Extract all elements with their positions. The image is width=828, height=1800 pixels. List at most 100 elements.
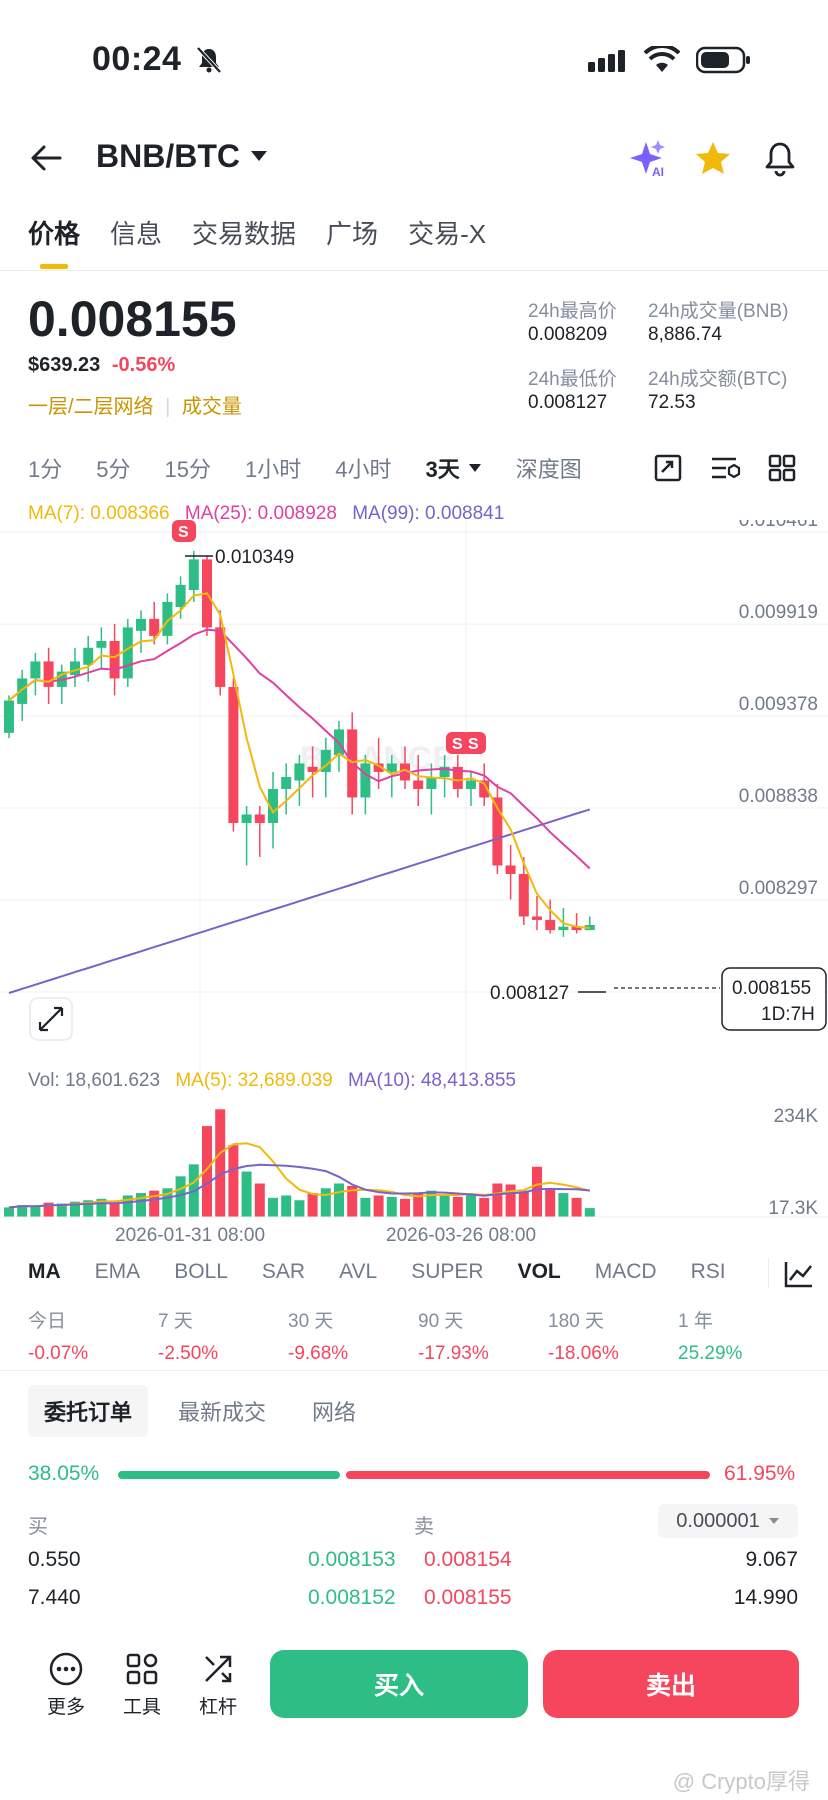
sell-button[interactable]: 卖出 xyxy=(543,1650,799,1718)
bid-qty: 7.440 xyxy=(28,1586,81,1609)
candle xyxy=(136,610,146,653)
candle xyxy=(492,783,503,874)
indicator-settings-icon[interactable] xyxy=(710,454,742,482)
pair-dropdown-icon[interactable] xyxy=(250,150,268,162)
ai-sparkle-icon[interactable]: AI xyxy=(628,140,668,178)
tab-trade-x[interactable]: 交易-X xyxy=(408,219,487,249)
leverage-button[interactable]: 杠杆 xyxy=(194,1652,242,1719)
candle xyxy=(545,899,556,934)
y-axis-label: 0.009378 xyxy=(739,694,818,715)
tag-volume[interactable]: 成交量 xyxy=(181,396,242,418)
svg-text:AI: AI xyxy=(652,165,664,178)
sell-ratio-fill xyxy=(346,1471,710,1479)
volume-bar xyxy=(30,1206,41,1217)
alert-bell-icon[interactable] xyxy=(762,140,798,178)
interval-4h[interactable]: 4小时 xyxy=(335,457,392,482)
svg-text:S: S xyxy=(452,736,463,753)
buy-ratio-fill xyxy=(118,1471,341,1479)
volume-bar xyxy=(281,1195,292,1217)
ask-price[interactable]: 0.008155 xyxy=(424,1586,512,1609)
interval-1h[interactable]: 1小时 xyxy=(244,457,302,482)
chart-fullscreen-icon[interactable] xyxy=(654,454,682,482)
candle xyxy=(360,754,371,815)
tab-info[interactable]: 信息 xyxy=(110,219,163,249)
high-label: 24h最高价 xyxy=(528,301,617,322)
interval-3d[interactable]: 3天 xyxy=(425,457,460,482)
indicator-boll[interactable]: BOLL xyxy=(174,1260,228,1283)
candle xyxy=(466,771,476,806)
indicator-chart-icon[interactable] xyxy=(784,1260,814,1288)
favorite-star-icon[interactable] xyxy=(694,140,732,176)
usd-price: $639.23 xyxy=(28,354,101,376)
volume-bar xyxy=(571,1197,582,1217)
volume-bar xyxy=(241,1171,252,1217)
tag-layer[interactable]: 一层/二层网络 xyxy=(28,396,154,418)
interval-dropdown-icon[interactable] xyxy=(468,463,482,473)
volume-bar xyxy=(162,1188,173,1217)
pair-title[interactable]: BNB/BTC xyxy=(96,138,240,174)
perf-1y: 1 年 25.29% xyxy=(678,1306,742,1365)
vol-btc-value: 72.53 xyxy=(648,392,696,413)
ma99-line xyxy=(8,808,591,994)
interval-15m[interactable]: 15分 xyxy=(164,457,211,482)
volume-bar xyxy=(426,1190,437,1217)
volume-bar xyxy=(532,1166,542,1217)
volume-bar xyxy=(96,1198,107,1217)
indicator-ma[interactable]: MA xyxy=(28,1260,61,1283)
tab-order-book[interactable]: 委托订单 xyxy=(28,1385,149,1437)
indicator-vol[interactable]: VOL xyxy=(517,1260,561,1283)
tab-trade-data[interactable]: 交易数据 xyxy=(192,219,297,249)
indicator-rsi[interactable]: RSI xyxy=(690,1260,726,1283)
tools-button[interactable]: 工具 xyxy=(118,1652,166,1719)
volume-chart[interactable]: 234K 17.3K xyxy=(0,1095,828,1225)
perf-7d: 7 天 -2.50% xyxy=(158,1306,218,1365)
ask-price[interactable]: 0.008154 xyxy=(424,1548,512,1571)
footer-watermark: @ Crypto厚得 xyxy=(672,1769,810,1794)
candle xyxy=(96,627,107,670)
vol-ma5: MA(5): 32,689.039 xyxy=(175,1070,333,1091)
ma7-legend: MA(7): 0.008366 xyxy=(28,503,170,524)
perf-30d: 30 天 -9.68% xyxy=(288,1306,348,1365)
indicator-super[interactable]: SUPER xyxy=(411,1260,484,1283)
indicator-sar[interactable]: SAR xyxy=(261,1260,306,1283)
volume-bar xyxy=(466,1194,476,1217)
volume-bar xyxy=(175,1176,186,1217)
candle xyxy=(175,576,186,619)
bell-muted-icon xyxy=(196,46,222,74)
tab-network[interactable]: 网络 xyxy=(312,1400,357,1425)
interval-5m[interactable]: 5分 xyxy=(96,457,131,482)
tab-square[interactable]: 广场 xyxy=(326,219,379,249)
chart-expand-button[interactable] xyxy=(29,997,73,1041)
back-arrow-icon[interactable] xyxy=(30,144,62,172)
volume-bar xyxy=(347,1185,358,1217)
layout-grid-icon[interactable] xyxy=(768,454,796,482)
price-chart[interactable]: BINANCE 0.0104610.0099190.0093780.008838… xyxy=(0,520,828,1080)
candle xyxy=(4,695,14,738)
interval-1m[interactable]: 1分 xyxy=(28,457,63,482)
tab-recent-trades[interactable]: 最新成交 xyxy=(178,1400,267,1425)
expand-arrows-icon xyxy=(38,1006,64,1032)
tab-price[interactable]: 价格 xyxy=(28,214,80,269)
candle xyxy=(188,550,199,602)
signal-s-icon: S xyxy=(172,520,196,542)
bid-price[interactable]: 0.008153 xyxy=(308,1548,396,1571)
more-button[interactable]: 更多 xyxy=(42,1652,90,1719)
perf-label: 1 年 xyxy=(678,1311,713,1332)
candle xyxy=(70,647,80,687)
indicator-avl[interactable]: AVL xyxy=(339,1260,378,1283)
bid-price[interactable]: 0.008152 xyxy=(308,1586,396,1609)
candle xyxy=(43,647,54,704)
low-value: 0.008127 xyxy=(528,392,608,413)
indicator-divider xyxy=(768,1258,769,1288)
indicator-macd[interactable]: MACD xyxy=(594,1260,657,1283)
y-axis-label: 0.009919 xyxy=(739,602,818,623)
usd-price-row: $639.23 -0.56% xyxy=(28,354,175,377)
indicator-ema[interactable]: EMA xyxy=(94,1260,141,1283)
last-price: 0.008155 xyxy=(28,291,237,347)
volume-bar xyxy=(17,1205,28,1217)
volume-bar xyxy=(584,1208,595,1217)
depth-chart-tab[interactable]: 深度图 xyxy=(515,457,582,482)
current-price-box xyxy=(721,967,827,1031)
buy-button[interactable]: 买入 xyxy=(270,1650,528,1718)
precision-select[interactable]: 0.000001 xyxy=(658,1504,798,1538)
